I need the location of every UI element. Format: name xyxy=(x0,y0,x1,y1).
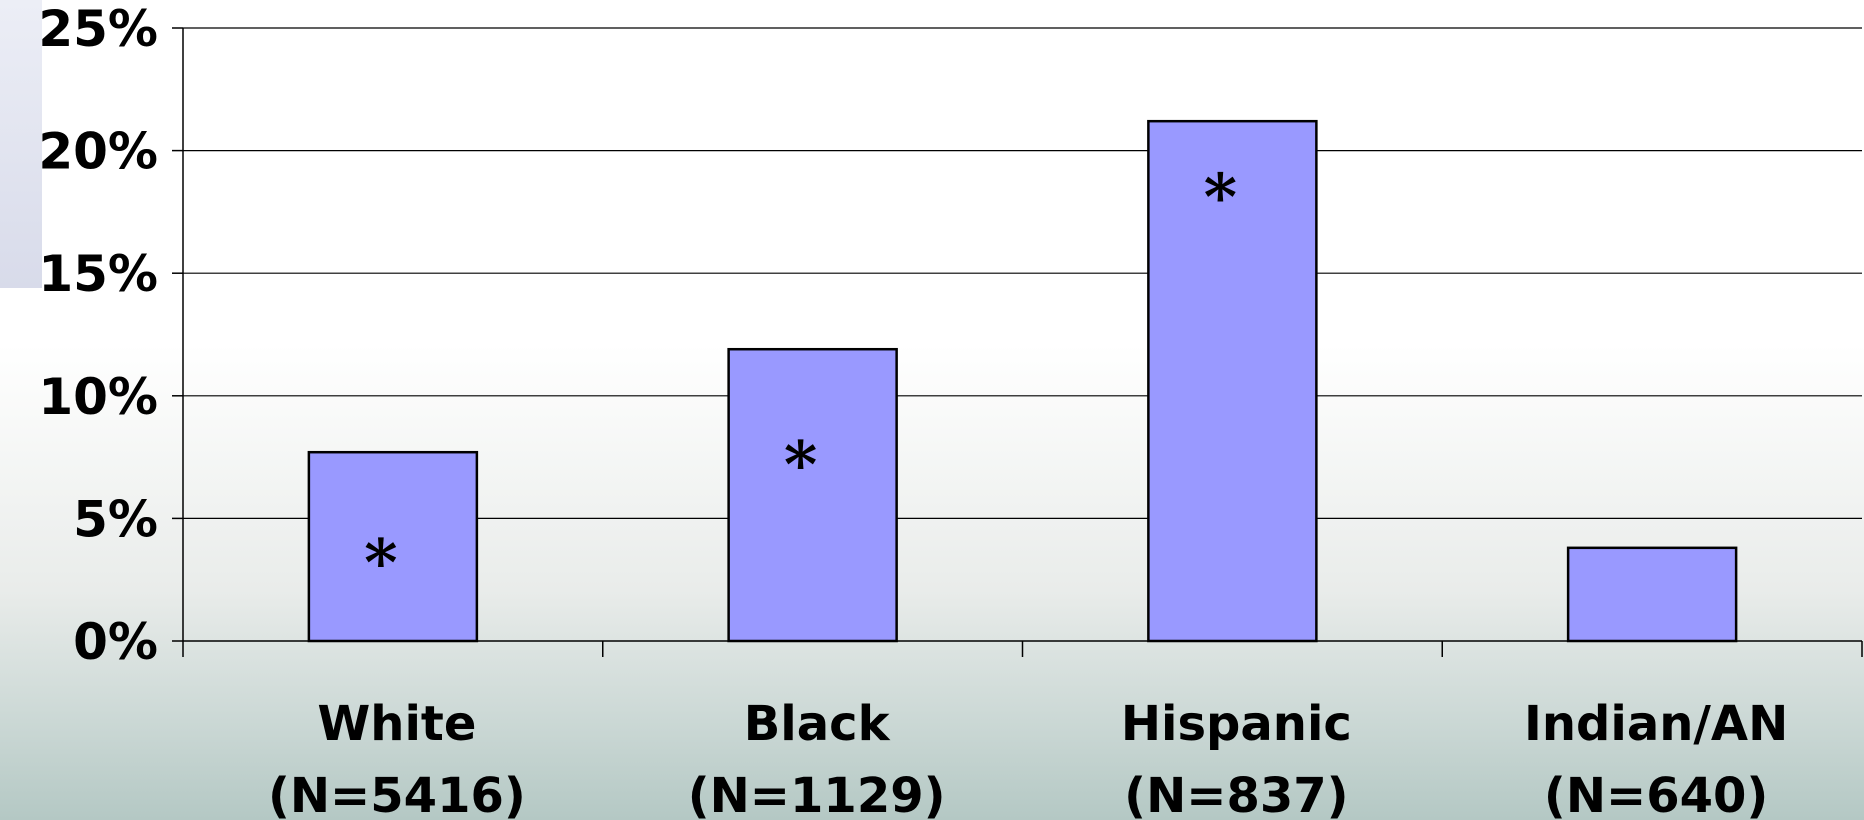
y-tick-label: 15% xyxy=(38,245,158,303)
y-tick-label: 5% xyxy=(73,490,158,548)
bars xyxy=(307,119,1738,643)
category-count-label: (N=640) xyxy=(1544,768,1768,820)
grid-lines xyxy=(183,27,1862,520)
y-tick-label: 25% xyxy=(38,0,158,58)
y-tick-labels: 0% 5% 10% 15% 20% 25% xyxy=(38,0,158,671)
y-tick-label: 10% xyxy=(38,368,158,426)
significance-markers: * * * xyxy=(364,160,1237,600)
category-labels: White (N=5416) Black (N=1129) Hispanic (N=837… xyxy=(268,696,1788,820)
corner-accent xyxy=(0,0,42,288)
y-tick-label: 20% xyxy=(38,123,158,181)
axes xyxy=(172,27,1863,657)
bar-indian-an xyxy=(1566,546,1738,643)
category-count-label: (N=837) xyxy=(1124,768,1348,820)
significance-asterisk: * xyxy=(1204,160,1237,235)
category-label: White xyxy=(317,696,476,752)
category-label: Indian/AN xyxy=(1524,696,1788,752)
bar-black xyxy=(727,347,898,643)
category-count-label: (N=1129) xyxy=(688,768,946,820)
category-label: Black xyxy=(744,696,891,752)
category-label: Hispanic xyxy=(1121,696,1352,752)
y-tick-label: 0% xyxy=(73,613,158,671)
significance-asterisk: * xyxy=(364,526,397,601)
bar-white xyxy=(307,450,479,643)
significance-asterisk: * xyxy=(784,427,817,502)
bar-hispanic xyxy=(1147,119,1318,643)
category-count-label: (N=5416) xyxy=(268,768,526,820)
